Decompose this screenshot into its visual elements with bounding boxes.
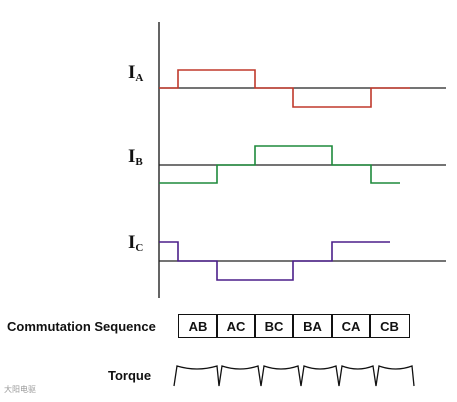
commutation-step-cb: CB [369,314,410,338]
commutation-step-bc: BC [254,314,294,338]
commutation-step-ca: CA [331,314,371,338]
torque-waveform [173,365,415,387]
commutation-step-ba: BA [292,314,333,338]
watermark: 大阳电驱 [4,385,36,394]
commutation-sequence-label: Commutation Sequence [7,319,156,334]
ic-waveform [159,241,390,281]
ia-waveform [159,69,410,108]
commutation-step-ac: AC [216,314,256,338]
signal-label-ib: IB [128,146,143,168]
signal-label-ia: IA [128,62,144,84]
signal-label-ic: IC [128,232,144,254]
commutation-step-ab: AB [178,314,218,338]
torque-label: Torque [108,368,152,383]
ib-waveform [159,145,400,184]
